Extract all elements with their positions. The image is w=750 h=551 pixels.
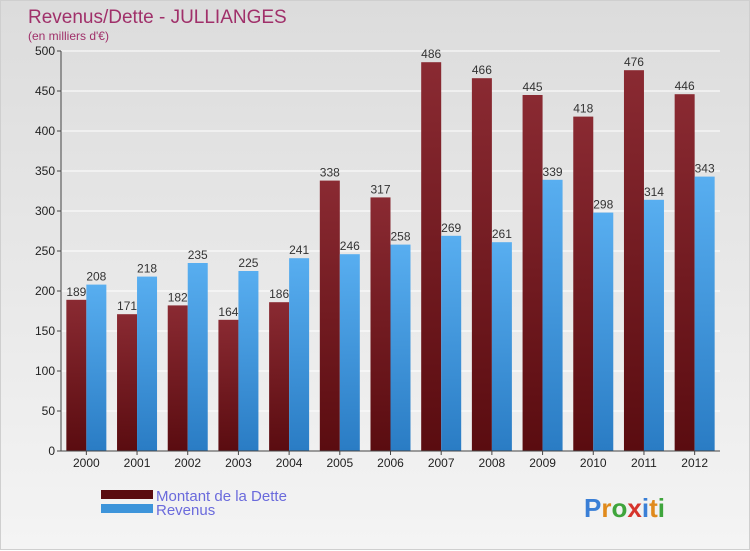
- bar-debt: [522, 95, 543, 451]
- data-label-revenue: 269: [441, 221, 461, 235]
- x-tick-label: 2007: [428, 456, 455, 470]
- data-label-debt: 418: [573, 102, 593, 116]
- data-label-revenue: 218: [137, 262, 157, 276]
- bar-debt: [269, 302, 290, 451]
- bar-debt: [573, 116, 594, 451]
- x-tick-label: 2002: [174, 456, 201, 470]
- bar-revenue: [593, 212, 614, 451]
- data-label-debt: 189: [66, 285, 86, 299]
- bar-debt: [218, 319, 239, 451]
- x-tick-label: 2008: [479, 456, 506, 470]
- legend-label-debt: Montant de la Dette: [156, 488, 287, 505]
- data-label-debt: 171: [117, 299, 137, 313]
- bar-revenue: [491, 242, 512, 451]
- y-tick-label: 450: [35, 84, 55, 98]
- x-tick-label: 2001: [124, 456, 151, 470]
- y-tick-label: 400: [35, 124, 55, 138]
- bar-revenue: [339, 254, 360, 451]
- y-tick-label: 250: [35, 244, 55, 258]
- bar-revenue: [441, 235, 462, 451]
- bar-revenue: [542, 179, 563, 452]
- x-tick-label: 2012: [681, 456, 708, 470]
- bar-debt: [167, 305, 188, 451]
- bar-debt: [421, 62, 442, 451]
- bar-revenue: [86, 284, 107, 451]
- data-label-revenue: 261: [492, 227, 512, 241]
- x-tick-label: 2011: [631, 456, 657, 470]
- data-label-debt: 338: [320, 166, 340, 180]
- x-tick-label: 2004: [276, 456, 303, 470]
- data-label-revenue: 339: [543, 165, 563, 179]
- axis-layer: 0 50 100 150 200 250 300 350 400 450 500 2000 2001 20…: [35, 44, 720, 470]
- bar-revenue: [238, 271, 259, 451]
- bar-revenue: [289, 258, 310, 451]
- bar-revenue: [390, 244, 411, 451]
- x-tick-label: 2010: [580, 456, 607, 470]
- x-tick-label: 2000: [73, 456, 100, 470]
- bar-debt: [319, 180, 340, 451]
- data-label-debt: 486: [421, 47, 441, 61]
- data-label-revenue: 208: [86, 270, 106, 284]
- data-label-revenue: 314: [644, 185, 664, 199]
- bar-debt: [370, 197, 391, 451]
- y-tick-label: 200: [35, 284, 55, 298]
- bar-revenue: [187, 263, 208, 451]
- y-tick-label: 300: [35, 204, 55, 218]
- y-tick-label: 0: [48, 444, 55, 458]
- data-label-debt: 445: [523, 80, 543, 94]
- legend-label-revenue: Revenus: [156, 502, 215, 519]
- y-tick-label: 100: [35, 364, 55, 378]
- data-label-revenue: 225: [238, 256, 258, 270]
- bar-revenue: [137, 276, 158, 451]
- data-label-revenue: 246: [340, 239, 360, 253]
- data-label-debt: 317: [370, 182, 390, 196]
- bar-revenue: [694, 176, 715, 451]
- legend-swatch-revenue: [101, 504, 153, 513]
- y-tick-label: 50: [42, 404, 56, 418]
- data-label-revenue: 298: [593, 198, 613, 212]
- bar-debt: [471, 78, 492, 451]
- chart-subtitle: (en milliers d'€): [28, 29, 109, 43]
- y-tick-label: 350: [35, 164, 55, 178]
- proxiti-logo: Proxiti: [584, 493, 665, 523]
- data-label-revenue: 258: [390, 230, 410, 244]
- data-label-revenue: 235: [188, 248, 208, 262]
- x-tick-label: 2006: [377, 456, 404, 470]
- bar-debt: [66, 299, 87, 451]
- data-label-revenue: 343: [695, 162, 715, 176]
- bar-debt: [117, 314, 138, 451]
- legend: Montant de la Dette Revenus: [101, 488, 287, 519]
- bar-revenue: [643, 199, 664, 451]
- data-label-debt: 186: [269, 287, 289, 301]
- data-label-debt: 182: [168, 290, 188, 304]
- data-label-debt: 164: [218, 305, 238, 319]
- x-tick-label: 2003: [225, 456, 252, 470]
- data-label-revenue: 241: [289, 243, 309, 257]
- chart-title: Revenus/Dette - JULLIANGES: [28, 7, 287, 28]
- data-label-debt: 466: [472, 63, 492, 77]
- y-tick-label: 150: [35, 324, 55, 338]
- x-tick-label: 2005: [326, 456, 353, 470]
- y-tick-label: 500: [35, 44, 55, 58]
- legend-swatch-debt: [101, 490, 153, 499]
- bar-debt: [623, 70, 644, 451]
- data-label-debt: 446: [675, 79, 695, 93]
- x-tick-label: 2009: [529, 456, 556, 470]
- data-label-debt: 476: [624, 55, 644, 69]
- bar-debt: [674, 94, 695, 451]
